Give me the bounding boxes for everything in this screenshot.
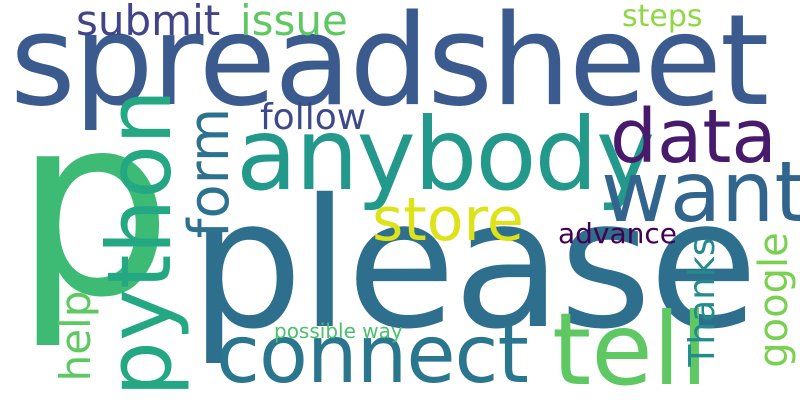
word-store: store bbox=[372, 185, 524, 255]
word-spreadsheet: spreadsheet bbox=[10, 0, 769, 134]
word-anybody: anybody bbox=[236, 96, 655, 213]
word-steps: steps bbox=[622, 0, 703, 34]
word-python: python bbox=[88, 89, 191, 397]
word-thanks: Thanks bbox=[682, 237, 723, 367]
word-follow: follow bbox=[260, 97, 367, 138]
word-help: help bbox=[51, 290, 100, 382]
word-advance: advance bbox=[558, 217, 678, 250]
word-form: form bbox=[177, 107, 242, 239]
word-google: google bbox=[751, 232, 797, 368]
word-please: please bbox=[190, 161, 758, 368]
word-issue: issue bbox=[240, 0, 348, 45]
word-submit: submit bbox=[76, 0, 221, 45]
word-data: data bbox=[610, 94, 777, 180]
word-want: want bbox=[601, 143, 800, 241]
word-possible-way: possible way bbox=[274, 319, 403, 343]
word-p: p bbox=[14, 61, 173, 352]
word-connect: connect bbox=[216, 308, 529, 400]
word-tell: tell bbox=[552, 291, 709, 400]
